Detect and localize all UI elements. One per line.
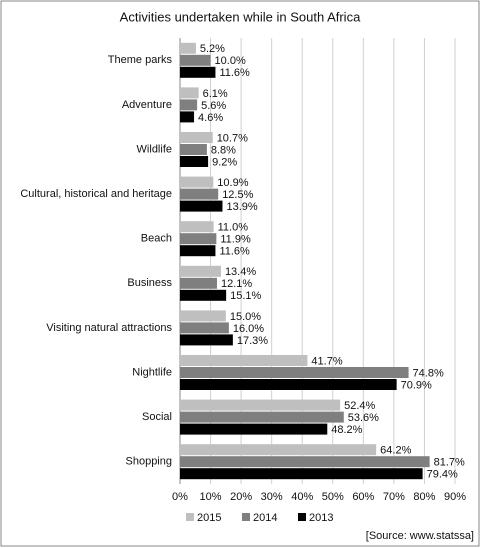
x-tick-label: 10% bbox=[200, 491, 222, 503]
x-tick-label: 40% bbox=[291, 491, 313, 503]
bar bbox=[180, 132, 213, 143]
x-tick-label: 50% bbox=[322, 491, 344, 503]
value-label: 12.5% bbox=[222, 189, 253, 201]
bar bbox=[180, 144, 207, 155]
value-label: 64.2% bbox=[380, 445, 411, 457]
x-tick-label: 20% bbox=[230, 491, 252, 503]
x-tick-label: 90% bbox=[444, 491, 466, 503]
bar bbox=[180, 423, 328, 435]
value-label: 74.8% bbox=[413, 367, 444, 379]
bar bbox=[180, 411, 344, 423]
value-label: 16.0% bbox=[233, 323, 264, 335]
value-label: 10.9% bbox=[217, 177, 248, 189]
value-label: 10.0% bbox=[215, 55, 246, 67]
x-tick-label: 80% bbox=[413, 491, 435, 503]
value-label: 53.6% bbox=[348, 412, 379, 424]
legend-swatch bbox=[186, 513, 194, 521]
value-label: 41.7% bbox=[311, 355, 342, 367]
value-label: 52.4% bbox=[344, 400, 375, 412]
y-tick-label: Social bbox=[142, 411, 172, 423]
bar bbox=[180, 355, 308, 366]
y-tick-label: Theme parks bbox=[108, 54, 173, 66]
value-label: 70.9% bbox=[401, 379, 432, 391]
value-label: 11.9% bbox=[220, 234, 251, 246]
bar bbox=[180, 188, 219, 200]
bar bbox=[180, 87, 199, 99]
legend-label: 2013 bbox=[309, 512, 333, 524]
bar bbox=[180, 156, 209, 167]
value-label: 48.2% bbox=[331, 424, 362, 436]
value-label: 79.4% bbox=[427, 469, 458, 481]
bar bbox=[180, 367, 409, 378]
value-label: 5.2% bbox=[200, 43, 225, 55]
y-tick-label: Wildlife bbox=[137, 143, 172, 155]
y-tick-label: Cultural, historical and heritage bbox=[20, 188, 172, 200]
bar bbox=[180, 176, 214, 188]
bar bbox=[180, 322, 229, 334]
source: [Source: www.statssa] bbox=[366, 530, 474, 542]
value-label: 11.6% bbox=[219, 67, 250, 79]
y-tick-label: Nightlife bbox=[132, 366, 172, 378]
bar bbox=[180, 221, 214, 233]
value-label: 11.6% bbox=[219, 246, 250, 258]
value-label: 12.1% bbox=[221, 278, 252, 290]
bar bbox=[180, 200, 223, 212]
y-tick-label: Visiting natural attractions bbox=[46, 322, 172, 334]
bar bbox=[180, 310, 226, 322]
bar bbox=[180, 289, 227, 301]
value-label: 4.6% bbox=[198, 112, 223, 124]
value-label: 10.7% bbox=[217, 132, 248, 144]
legend-label: 2015 bbox=[197, 512, 221, 524]
value-label: 5.6% bbox=[201, 100, 226, 112]
y-tick-label: Shopping bbox=[126, 456, 173, 468]
bar bbox=[180, 111, 195, 123]
y-tick-label: Beach bbox=[141, 233, 172, 245]
bar bbox=[180, 334, 233, 346]
bar bbox=[180, 66, 216, 78]
legend-swatch bbox=[298, 513, 306, 521]
bar bbox=[180, 444, 377, 456]
bar bbox=[180, 277, 217, 289]
x-tick-label: 30% bbox=[261, 491, 283, 503]
x-tick-label: 0% bbox=[172, 491, 188, 503]
value-label: 13.9% bbox=[226, 201, 257, 213]
bar bbox=[180, 99, 198, 111]
value-label: 11.0% bbox=[218, 222, 249, 234]
bar bbox=[180, 456, 430, 468]
legend-swatch bbox=[242, 513, 250, 521]
value-label: 15.1% bbox=[230, 290, 261, 302]
value-label: 17.3% bbox=[237, 335, 268, 347]
bar bbox=[180, 42, 196, 54]
bar bbox=[180, 245, 216, 257]
value-label: 13.4% bbox=[225, 266, 256, 278]
value-label: 15.0% bbox=[230, 311, 261, 323]
x-tick-label: 60% bbox=[352, 491, 374, 503]
y-tick-label: Adventure bbox=[122, 99, 172, 111]
bar bbox=[180, 379, 397, 390]
value-label: 9.2% bbox=[212, 156, 237, 168]
chart-title: Activities undertaken while in South Afr… bbox=[120, 9, 361, 24]
bar bbox=[180, 399, 341, 411]
y-tick-label: Business bbox=[127, 277, 172, 289]
bar bbox=[180, 233, 217, 245]
legend-label: 2014 bbox=[253, 512, 277, 524]
x-tick-label: 70% bbox=[383, 491, 405, 503]
bar bbox=[180, 265, 221, 277]
value-label: 8.8% bbox=[211, 144, 236, 156]
bar bbox=[180, 54, 211, 66]
value-label: 6.1% bbox=[203, 88, 228, 100]
value-label: 81.7% bbox=[434, 457, 465, 469]
bar bbox=[180, 468, 423, 480]
